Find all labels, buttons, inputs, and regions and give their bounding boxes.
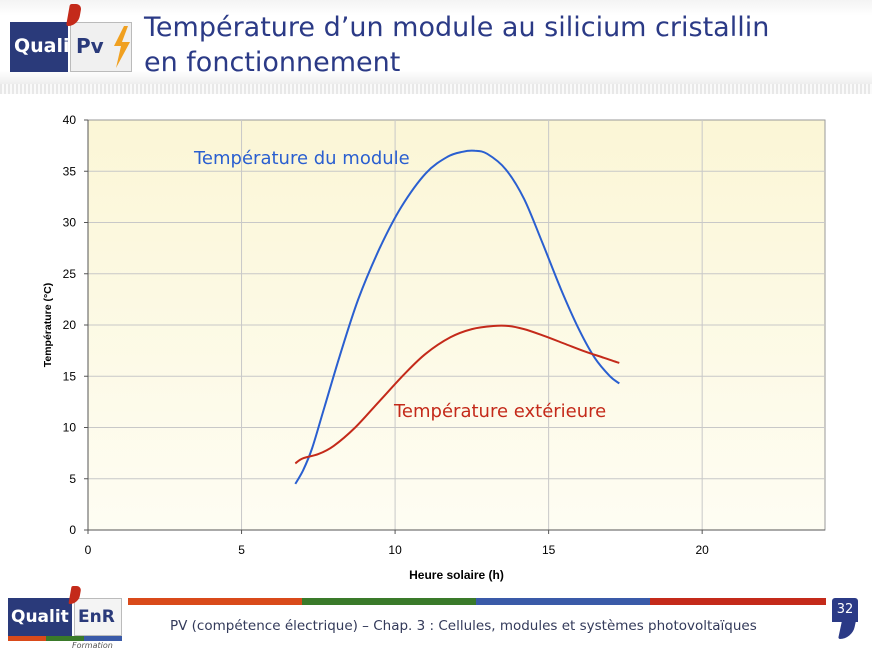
- y-tick-label: 15: [63, 369, 77, 383]
- page-number-tail: [838, 621, 856, 639]
- header-divider: [0, 84, 872, 94]
- x-tick-label: 5: [238, 543, 245, 557]
- logo-qualit-box: [8, 598, 72, 636]
- series-line-module: [294, 149, 620, 485]
- y-tick-label: 5: [69, 472, 76, 486]
- logo-enr-box: [74, 598, 122, 636]
- tick-labels: 0 5 10 15 20 25 30 35 40 0 5 10 15 20: [63, 113, 710, 557]
- page-number: 32: [832, 598, 858, 622]
- y-tick-label: 0: [69, 523, 76, 537]
- qualitenr-logo: Qualit EnR Formation: [8, 586, 122, 650]
- y-tick-label: 10: [63, 421, 77, 435]
- logo-quali-text: Quali: [14, 35, 70, 57]
- title-line-2: en fonctionnement: [144, 47, 401, 78]
- x-tick-label: 0: [85, 543, 92, 557]
- logo-qualit-text: Qualit: [11, 607, 69, 627]
- series-label-ambient: Température extérieure: [393, 401, 606, 422]
- logo-pv-text: Pv: [76, 34, 104, 58]
- footer-bar-red: [650, 598, 826, 605]
- logo-stripe-orange: [8, 636, 46, 641]
- series-label-module: Température du module: [193, 148, 410, 169]
- y-tick-label: 35: [63, 164, 77, 178]
- logo-enr-text: EnR: [78, 607, 115, 627]
- logo-formation-text: Formation: [72, 641, 113, 650]
- y-tick-label: 25: [63, 267, 77, 281]
- temperature-chart: 0 5 10 15 20 25 30 35 40 0 5 10 15 20 Heure solaire (…: [42, 113, 826, 582]
- series-line-ambient: [294, 324, 620, 465]
- logo-quali-box: [10, 22, 68, 72]
- y-tick-label: 40: [63, 113, 77, 127]
- title-line-1: Température d’un module au silicium cris…: [144, 12, 770, 43]
- footer-bar-blue: [476, 598, 650, 605]
- qualipv-logo: Quali Pv: [10, 4, 132, 72]
- y-tick-label: 30: [63, 216, 77, 230]
- y-tick-label: 20: [63, 318, 77, 332]
- logo-stripe-green: [46, 636, 84, 641]
- lightning-icon: [114, 26, 130, 68]
- footer-bar-orange: [128, 598, 302, 605]
- axes: [84, 119, 825, 534]
- footer-text: PV (compétence électrique) – Chap. 3 : C…: [170, 618, 757, 634]
- logo-stripe-blue: [84, 636, 122, 641]
- footer-bar-green: [302, 598, 476, 605]
- x-tick-label: 20: [695, 543, 709, 557]
- x-tick-label: 15: [542, 543, 556, 557]
- x-tick-label: 10: [388, 543, 402, 557]
- slide-header: [0, 0, 872, 89]
- series-lines: [294, 149, 620, 485]
- grid: [88, 120, 825, 530]
- y-axis-label: Température (°C): [42, 283, 54, 368]
- x-axis-label: Heure solaire (h): [409, 568, 504, 582]
- page-title: Température d’un module au silicium cris…: [144, 10, 844, 80]
